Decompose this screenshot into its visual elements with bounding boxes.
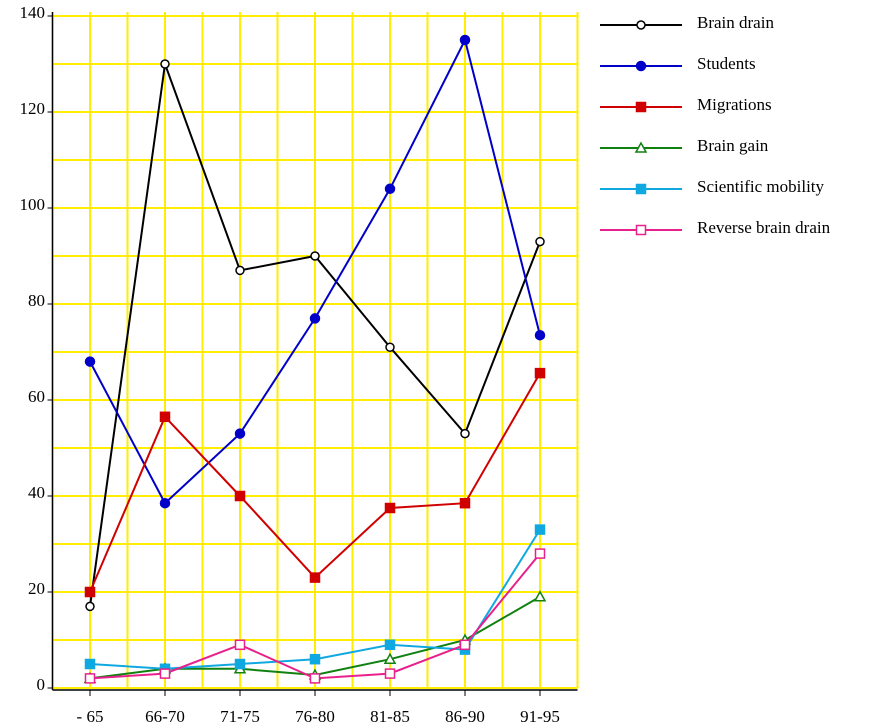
point — [84, 356, 96, 367]
y-tick-label: 120 — [20, 99, 46, 118]
x-tick-label: 91-95 — [520, 707, 560, 726]
x-tick-label: 66-70 — [145, 707, 185, 726]
point — [384, 668, 396, 679]
point — [534, 524, 546, 535]
legend-marker — [635, 224, 647, 236]
legend-label: Brain drain — [697, 13, 774, 32]
point — [235, 265, 245, 276]
legend-label: Brain gain — [697, 136, 769, 155]
y-tick-label: 20 — [28, 579, 45, 598]
point — [533, 590, 547, 602]
point — [459, 497, 471, 509]
point — [85, 601, 95, 612]
point — [84, 586, 96, 598]
y-tick-label: 140 — [20, 3, 46, 22]
point — [385, 342, 395, 352]
legend-marker — [636, 20, 646, 30]
point — [159, 497, 171, 509]
point — [160, 59, 170, 69]
point — [460, 428, 470, 439]
legend-label: Scientific mobility — [697, 177, 825, 196]
point — [309, 673, 321, 684]
point — [309, 572, 321, 583]
legend-marker — [634, 141, 648, 153]
point — [309, 313, 321, 324]
point — [384, 502, 396, 514]
x-tick-label: 71-75 — [220, 707, 260, 726]
point — [309, 653, 321, 665]
x-tick-label: 81-85 — [370, 707, 410, 726]
y-tick-label: 100 — [20, 195, 46, 214]
point — [534, 367, 546, 379]
legend-marker — [635, 101, 647, 113]
point — [234, 639, 246, 651]
legend-label: Reverse brain drain — [697, 218, 831, 237]
point — [535, 236, 545, 247]
point — [459, 639, 471, 651]
point — [383, 652, 397, 664]
point — [234, 428, 246, 439]
point — [159, 668, 171, 679]
point — [84, 658, 96, 670]
y-tick-label: 80 — [28, 291, 45, 310]
legend-marker — [635, 60, 647, 72]
x-tick-label: 86-90 — [445, 707, 485, 726]
y-tick-label: 60 — [28, 387, 45, 406]
x-tick-label: - 65 — [77, 707, 104, 726]
point — [310, 251, 320, 261]
y-tick-label: 40 — [28, 483, 45, 502]
point — [84, 673, 96, 684]
point — [384, 639, 396, 651]
legend-label: Migrations — [697, 95, 772, 114]
point — [534, 329, 546, 341]
point — [234, 490, 246, 502]
point — [459, 34, 471, 46]
y-tick-label: 0 — [37, 675, 46, 694]
point — [384, 183, 396, 195]
legend-marker — [635, 183, 647, 195]
point — [534, 548, 546, 559]
legend-label: Students — [697, 54, 756, 73]
x-tick-label: 76-80 — [295, 707, 335, 726]
point — [159, 411, 171, 423]
point — [234, 658, 246, 670]
